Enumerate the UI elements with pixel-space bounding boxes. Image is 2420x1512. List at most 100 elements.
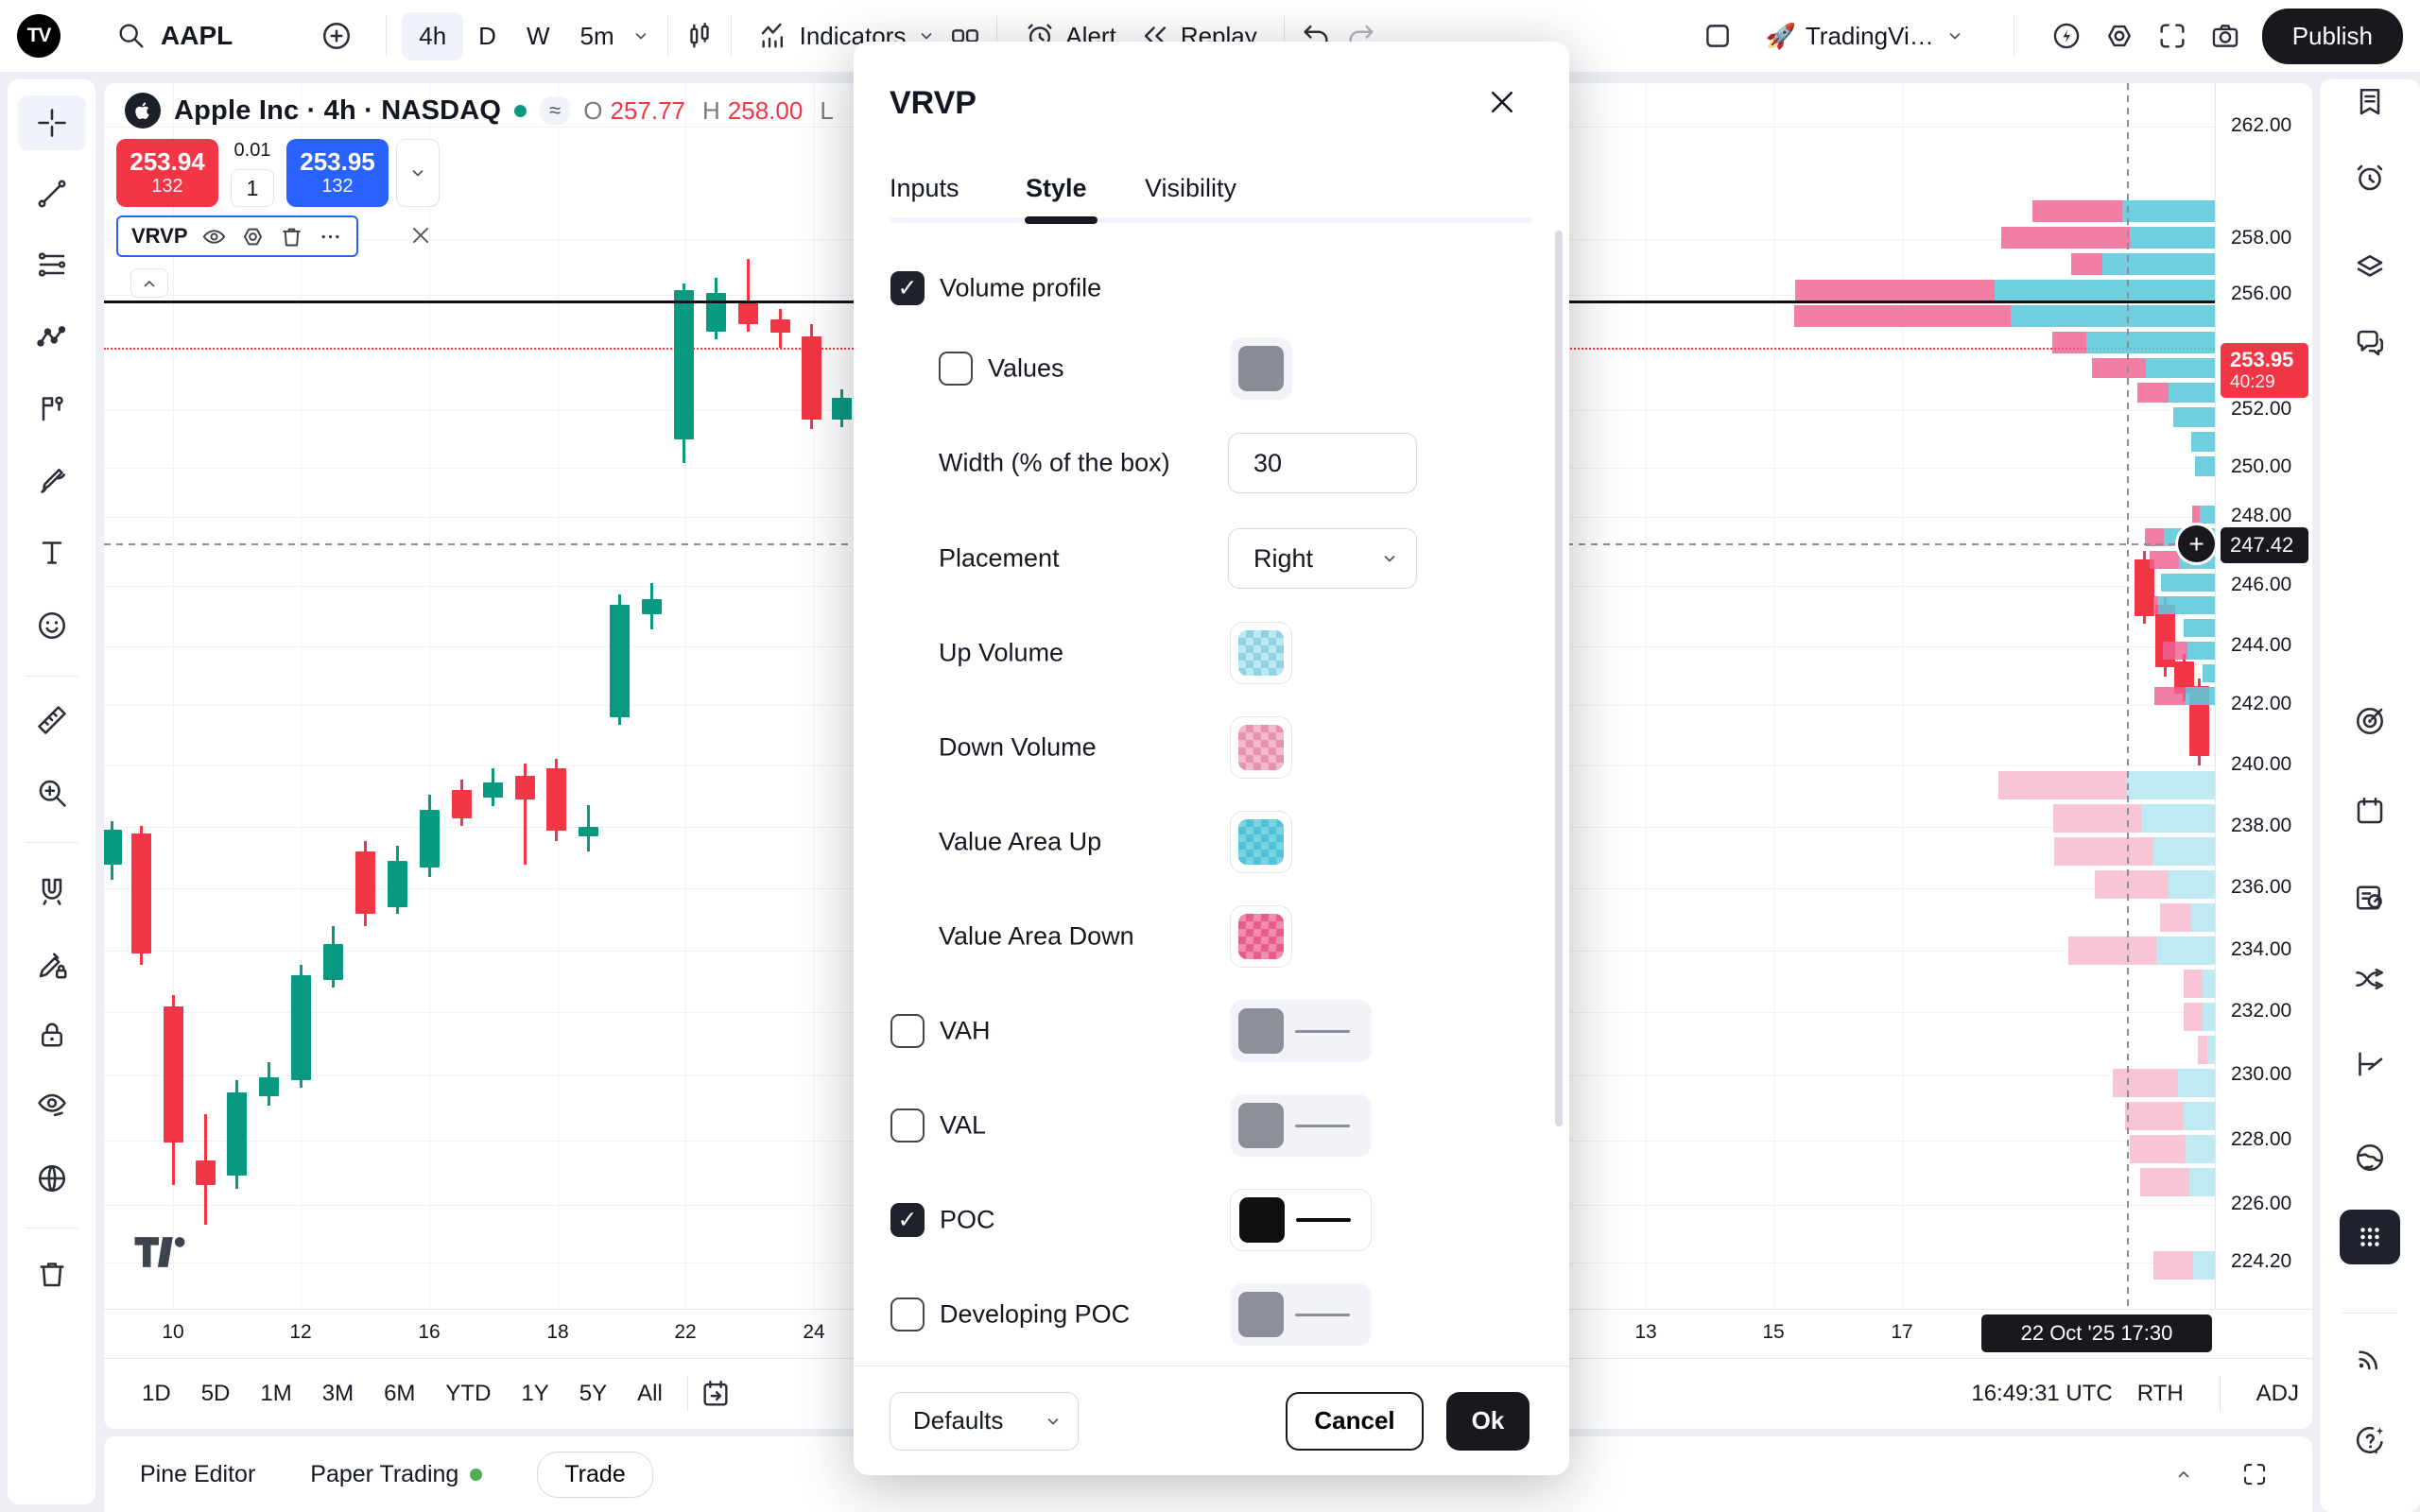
range-1y[interactable]: 1Y (521, 1381, 549, 1406)
text-tool[interactable] (18, 525, 86, 580)
legend-close-icon[interactable] (408, 223, 433, 248)
values-color-swatch[interactable] (1230, 337, 1292, 400)
poc-checkbox[interactable]: ✓ (890, 1203, 925, 1237)
crosshair-tool[interactable] (17, 95, 86, 150)
snapshot-icon[interactable] (2209, 20, 2241, 52)
cancel-button[interactable]: Cancel (1286, 1391, 1424, 1451)
legend-collapse-button[interactable] (130, 268, 168, 298)
pine-editor-tab[interactable]: Pine Editor (140, 1460, 256, 1487)
width-of-the-box--input[interactable]: 30 (1228, 433, 1417, 493)
values-checkbox[interactable] (939, 352, 973, 386)
tradingview-logo[interactable]: TV (17, 14, 60, 58)
expand-panel-icon[interactable] (2172, 1463, 2195, 1486)
val-line-swatch[interactable] (1230, 1094, 1372, 1157)
data-feed-status[interactable] (2340, 1330, 2400, 1384)
dialog-scrollbar[interactable] (1555, 231, 1563, 1126)
timeframe-menu-chevron-icon[interactable] (630, 25, 652, 47)
maximize-panel-icon[interactable] (2240, 1460, 2269, 1488)
account-menu[interactable]: 🚀 TradingVi… (1754, 14, 1978, 59)
apps-menu[interactable] (2340, 1210, 2400, 1264)
range-all[interactable]: All (637, 1381, 663, 1406)
measure-tool[interactable] (18, 693, 86, 747)
sell-button[interactable]: 253.94 132 (116, 139, 218, 207)
prediction-tool[interactable] (18, 381, 86, 436)
developing-poc-checkbox[interactable] (890, 1297, 925, 1332)
alerts[interactable] (2340, 150, 2400, 205)
tab-style[interactable]: Style (1026, 174, 1087, 202)
layout-icon[interactable] (1702, 20, 1734, 52)
range-3m[interactable]: 3M (321, 1381, 354, 1406)
trade-button[interactable]: Trade (537, 1451, 653, 1498)
dom-panel[interactable] (2340, 1037, 2400, 1091)
sync-drawings[interactable] (18, 1151, 86, 1206)
tab-visibility[interactable]: Visibility (1145, 174, 1237, 202)
undo-icon[interactable] (1300, 20, 1332, 52)
publish-button[interactable]: Publish (2261, 8, 2403, 64)
timeframe-4h[interactable]: 4h (402, 11, 464, 60)
order-panel-chevron[interactable] (396, 139, 440, 207)
pattern-tool[interactable] (18, 310, 86, 365)
layout-templates-icon[interactable] (949, 20, 981, 52)
ok-button[interactable]: Ok (1446, 1391, 1530, 1451)
streams[interactable] (2340, 952, 2400, 1006)
zoom-in-tool[interactable] (18, 765, 86, 820)
symbol-search[interactable]: AAPL (104, 12, 244, 60)
ai-help[interactable] (2340, 1413, 2400, 1468)
indicator-more-icon[interactable] (318, 224, 343, 249)
object-tree[interactable] (2340, 238, 2400, 293)
range-1m[interactable]: 1M (260, 1381, 292, 1406)
timeframe-5m[interactable]: 5m (579, 21, 614, 50)
stay-in-drawing-mode[interactable] (18, 937, 86, 992)
poc-line-swatch[interactable] (1230, 1189, 1372, 1251)
calendar[interactable] (2340, 783, 2400, 838)
placement-select[interactable]: Right (1228, 528, 1417, 589)
range-5d[interactable]: 5D (200, 1381, 231, 1406)
up-volume-color-swatch[interactable] (1230, 622, 1292, 684)
watchlist[interactable] (2340, 75, 2400, 129)
vah-checkbox[interactable] (890, 1014, 925, 1048)
down-volume-color-swatch[interactable] (1230, 716, 1292, 779)
buy-button[interactable]: 253.95 132 (286, 139, 389, 207)
brush-tool[interactable] (18, 455, 86, 509)
hide-drawings[interactable] (18, 1076, 86, 1131)
remove-drawings[interactable] (18, 1246, 86, 1301)
volume-profile-checkbox[interactable]: ✓ (890, 271, 925, 305)
indicator-legend-vrvp[interactable]: VRVP (116, 215, 358, 257)
adjustment-adj[interactable]: ADJ (2256, 1381, 2299, 1406)
chart-style-icon[interactable] (683, 20, 716, 52)
tab-inputs[interactable]: Inputs (890, 174, 959, 202)
price-axis[interactable]: 262.00 258.00 256.00 252.00 250.00 248.00 246.… (2215, 83, 2312, 1358)
range-6m[interactable]: 6M (384, 1381, 416, 1406)
dialog-close-icon[interactable] (1485, 85, 1519, 119)
val-checkbox[interactable] (890, 1108, 925, 1143)
chat[interactable] (2340, 316, 2400, 370)
timeframe-1d[interactable]: D (478, 21, 496, 50)
range-5y[interactable]: 5Y (579, 1381, 608, 1406)
quantity-field[interactable]: 1 (231, 169, 274, 207)
add-alert-plus-button[interactable]: + (2178, 525, 2215, 562)
session-rth[interactable]: RTH (2136, 1381, 2184, 1406)
news-flow[interactable] (2340, 870, 2400, 925)
paper-trading-tab[interactable]: Paper Trading (310, 1461, 483, 1488)
emoji-tool[interactable] (18, 598, 86, 653)
value-area-up-color-swatch[interactable] (1230, 811, 1292, 873)
settings-icon[interactable] (2103, 20, 2135, 52)
go-to-date-icon[interactable] (700, 1378, 732, 1410)
world-markets[interactable] (2340, 1130, 2400, 1185)
quick-actions-icon[interactable] (2050, 20, 2083, 52)
fullscreen-icon[interactable] (2156, 20, 2188, 52)
value-area-down-color-swatch[interactable] (1230, 905, 1292, 968)
range-ytd[interactable]: YTD (445, 1381, 492, 1406)
defaults-dropdown[interactable]: Defaults (890, 1391, 1079, 1451)
indicator-settings-icon[interactable] (240, 224, 266, 249)
trend-line-tool[interactable] (18, 166, 86, 221)
lock-all-drawings[interactable] (18, 1007, 86, 1062)
symbol-title[interactable]: Apple Inc · 4h · NASDAQ (174, 94, 502, 126)
developing-poc-line-swatch[interactable] (1230, 1283, 1372, 1346)
timeframe-1w[interactable]: W (526, 21, 550, 50)
vah-line-swatch[interactable] (1230, 1000, 1372, 1062)
range-1d[interactable]: 1D (142, 1381, 171, 1406)
indicator-delete-icon[interactable] (279, 224, 304, 249)
indicator-visibility-icon[interactable] (201, 224, 227, 249)
redo-icon[interactable] (1345, 20, 1377, 52)
